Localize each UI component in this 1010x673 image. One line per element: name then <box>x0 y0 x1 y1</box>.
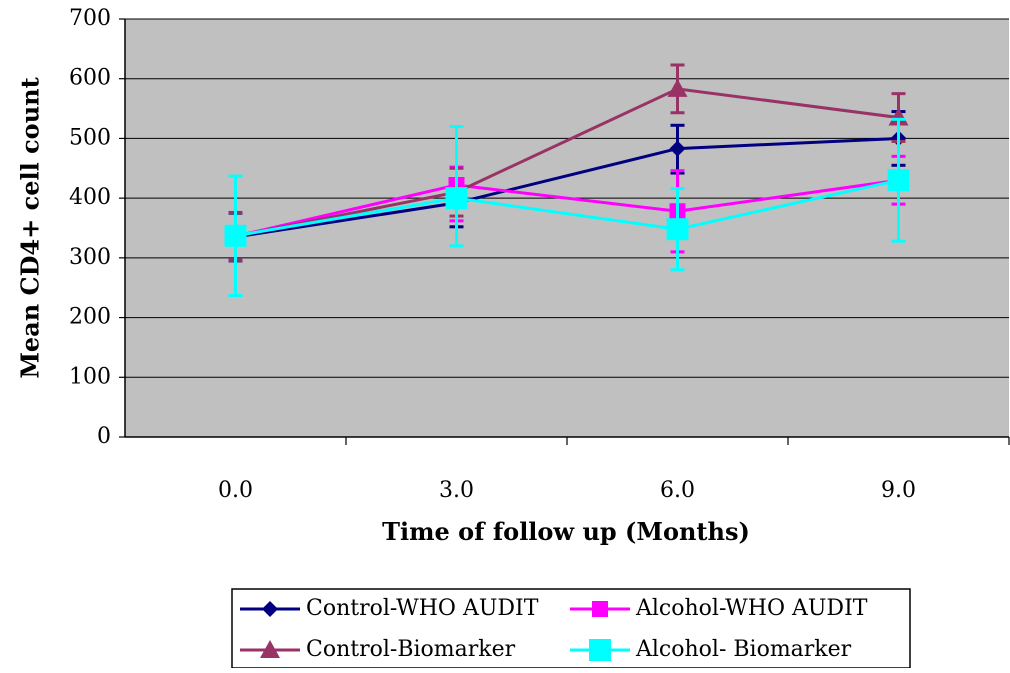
y-tick-label: 0 <box>97 424 111 449</box>
axes <box>124 19 1010 445</box>
y-tick-label: 700 <box>69 6 111 31</box>
data-point <box>224 224 247 247</box>
y-tick-label: 400 <box>69 185 111 210</box>
legend-marker <box>262 601 278 617</box>
y-tick-label: 500 <box>69 125 111 150</box>
data-point <box>888 107 909 126</box>
y-axis-title: Mean CD4+ cell count <box>16 77 45 378</box>
series-alcohol-biomarker <box>224 117 910 297</box>
data-point <box>666 218 689 241</box>
x-tick-label: 9.0 <box>881 478 916 503</box>
legend-label: Control-WHO AUDIT <box>306 596 539 621</box>
legend-box <box>231 588 911 669</box>
data-point <box>669 140 686 157</box>
y-tick-label: 100 <box>69 364 111 389</box>
legend-marker <box>260 640 280 658</box>
plot-area <box>125 19 1009 437</box>
grid-lines <box>119 18 1009 438</box>
y-tick-label: 600 <box>69 66 111 91</box>
legend-item: Alcohol-WHO AUDIT <box>570 596 868 621</box>
legend-label: Alcohol-WHO AUDIT <box>635 596 868 621</box>
data-point <box>445 187 468 210</box>
series-layer <box>224 63 910 297</box>
x-tick-label: 6.0 <box>660 478 695 503</box>
x-tick-label: 0.0 <box>218 478 253 503</box>
data-point <box>667 78 688 97</box>
y-tick-label: 300 <box>69 245 111 270</box>
x-tick-labels: 0.0 3.0 6.0 9.0 <box>218 478 916 503</box>
series-line <box>235 136 899 239</box>
series-line <box>235 87 899 238</box>
y-tick-labels: 0 100 200 300 400 500 600 700 <box>69 6 111 449</box>
legend-item: Control-WHO AUDIT <box>240 596 539 621</box>
legend-item: Control-Biomarker <box>240 637 516 662</box>
x-tick-label: 3.0 <box>439 478 474 503</box>
legend-marker <box>592 601 608 617</box>
legend-label: Alcohol- Biomarker <box>635 637 852 662</box>
x-axis-title: Time of follow up (Months) <box>382 517 750 546</box>
legend-marker <box>589 639 611 661</box>
legend: Control-WHO AUDIT Alcohol-WHO AUDIT Contro… <box>231 588 911 669</box>
series-line <box>235 178 899 238</box>
data-point <box>887 169 910 192</box>
y-tick-label: 200 <box>69 305 111 330</box>
legend-label: Control-Biomarker <box>306 637 516 662</box>
legend-item: Alcohol- Biomarker <box>570 637 852 662</box>
series-line <box>235 178 899 238</box>
